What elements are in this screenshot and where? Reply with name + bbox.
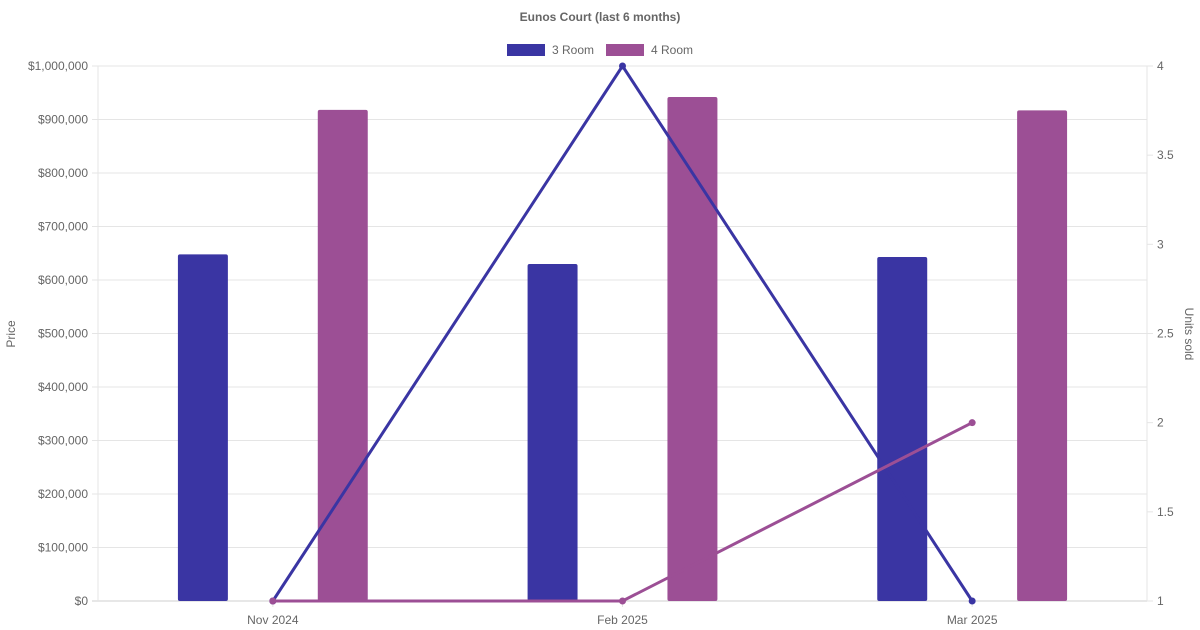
y-right-tick-label: 4 bbox=[1157, 59, 1164, 73]
x-tick-label: Nov 2024 bbox=[247, 613, 299, 627]
bar-3-room[interactable] bbox=[877, 256, 928, 601]
y-left-tick-label: $700,000 bbox=[38, 220, 88, 234]
y-left-tick-label: $500,000 bbox=[38, 327, 88, 341]
point-4-room[interactable] bbox=[968, 419, 976, 427]
y-right-tick-label: 2 bbox=[1157, 416, 1164, 430]
point-4-room[interactable] bbox=[619, 597, 626, 605]
gridlines bbox=[92, 65, 1153, 607]
point-3-room[interactable] bbox=[968, 597, 976, 605]
y-right-tick-label: 3 bbox=[1157, 237, 1164, 251]
bar-4-room[interactable] bbox=[317, 109, 368, 602]
y-left-tick-label: $0 bbox=[75, 594, 89, 608]
y-left-tick-label: $800,000 bbox=[38, 166, 88, 180]
y-left-tick-label: $400,000 bbox=[38, 380, 88, 394]
legend-swatch[interactable] bbox=[606, 44, 644, 56]
bar-3-room[interactable] bbox=[177, 254, 228, 601]
lines bbox=[269, 62, 976, 605]
y-left-tick-label: $300,000 bbox=[38, 434, 88, 448]
y-right-tick-label: 3.5 bbox=[1157, 148, 1174, 162]
bar-4-room[interactable] bbox=[667, 97, 718, 601]
point-4-room[interactable] bbox=[269, 597, 277, 605]
bar-3-room[interactable] bbox=[527, 263, 578, 601]
axes: $0 $100,000 $200,000 $300,000 $400,000 $500,0… bbox=[28, 59, 1174, 627]
y-right-axis-title: Units sold bbox=[1182, 308, 1196, 361]
y-left-tick-label: $200,000 bbox=[38, 487, 88, 501]
x-tick-label: Mar 2025 bbox=[947, 613, 998, 627]
legend-swatch[interactable] bbox=[507, 44, 545, 56]
y-left-tick-label: $100,000 bbox=[38, 541, 88, 555]
legend[interactable]: 3 Room 4 Room bbox=[507, 43, 693, 57]
chart-title: Eunos Court (last 6 months) bbox=[520, 10, 681, 24]
y-right-tick-label: 1 bbox=[1157, 594, 1164, 608]
point-3-room[interactable] bbox=[619, 62, 626, 70]
y-right-tick-label: 1.5 bbox=[1157, 505, 1174, 519]
y-left-axis-title: Price bbox=[4, 320, 18, 348]
y-right-tick-label: 2.5 bbox=[1157, 327, 1174, 341]
bar-4-room[interactable] bbox=[1017, 110, 1068, 601]
legend-label[interactable]: 3 Room bbox=[552, 43, 594, 57]
y-left-tick-label: $1,000,000 bbox=[28, 59, 88, 73]
y-left-tick-label: $600,000 bbox=[38, 273, 88, 287]
legend-label[interactable]: 4 Room bbox=[651, 43, 693, 57]
bars bbox=[177, 97, 1068, 602]
x-tick-label: Feb 2025 bbox=[597, 613, 648, 627]
y-left-tick-label: $900,000 bbox=[38, 113, 88, 127]
line-4-room bbox=[272, 421, 973, 603]
